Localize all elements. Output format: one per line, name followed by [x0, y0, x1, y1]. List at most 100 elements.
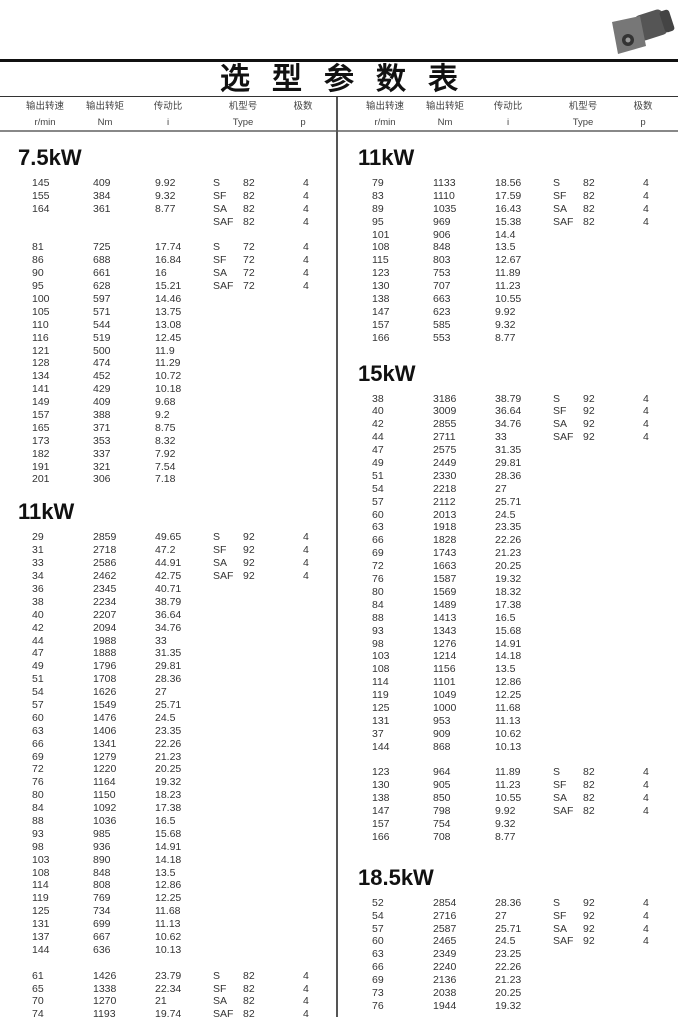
poles-cell: 4 — [303, 982, 309, 995]
speed-cell: 119 — [372, 689, 389, 702]
table-row: 147 798 9.92 SAF 82 4 — [340, 805, 678, 818]
column-header-label: 输出转速 — [25, 101, 64, 112]
speed-cell: 63 — [372, 948, 384, 961]
type-series-cell: S — [553, 177, 561, 189]
speed-cell: 89 — [372, 202, 384, 215]
torque-cell: 1743 — [433, 547, 457, 560]
torque-cell: 2013 — [433, 508, 457, 521]
table-row: 103 890 14.18 — [0, 854, 338, 867]
speed-cell: 131 — [32, 918, 50, 931]
torque-cell: 868 — [433, 740, 451, 753]
power-rating-heading: 7.5kW — [18, 145, 82, 170]
torque-cell: 1049 — [433, 689, 457, 702]
table-row: 29 2859 49.65 S 92 4 — [0, 531, 338, 544]
table-row: 60 2465 24.5 SAF 92 4 — [340, 935, 678, 948]
table-row: 125 1000 11.68 — [340, 702, 678, 715]
speed-cell: 98 — [372, 637, 384, 650]
torque-cell: 707 — [433, 280, 451, 293]
torque-cell: 2234 — [93, 595, 117, 608]
speed-cell: 147 — [372, 805, 390, 818]
table-row: 191 321 7.54 — [0, 461, 338, 474]
column-header-label: 输出转速 — [365, 101, 404, 112]
torque-cell: 321 — [93, 460, 111, 473]
torque-cell: 1156 — [433, 663, 456, 676]
column-header: 传动比 i — [473, 99, 543, 131]
speed-cell: 166 — [372, 830, 390, 843]
torque-cell: 1276 — [433, 637, 457, 650]
poles-cell: 4 — [643, 922, 649, 935]
column-header-unit: p — [640, 117, 646, 128]
ratio-cell: 9.32 — [155, 189, 176, 202]
poles-cell: 4 — [643, 405, 649, 418]
table-row: 108 848 13.5 — [0, 867, 338, 880]
type-series-cell: SAF — [553, 935, 574, 948]
speed-cell: 114 — [372, 676, 389, 689]
ratio-cell: 12.67 — [495, 254, 522, 267]
ratio-cell: 9.92 — [155, 177, 176, 189]
ratio-cell: 11.89 — [495, 267, 521, 280]
speed-cell: 40 — [372, 405, 384, 418]
torque-cell: 2587 — [433, 922, 457, 935]
table-row: 83 1110 17.59 SF 82 4 — [340, 190, 678, 203]
ratio-cell: 15.21 — [155, 280, 182, 293]
ratio-cell: 19.32 — [155, 776, 182, 789]
ratio-cell: 25.71 — [495, 922, 522, 935]
table-row: 74 1193 19.74 SAF 82 4 — [0, 1008, 338, 1021]
type-series-cell: SAF — [213, 570, 234, 583]
table-row: 57 1549 25.71 — [0, 699, 338, 712]
poles-cell: 4 — [643, 896, 649, 909]
speed-cell: 42 — [32, 621, 44, 634]
top-rule — [0, 59, 678, 62]
speed-cell: 80 — [32, 789, 44, 802]
torque-cell: 371 — [93, 421, 111, 434]
torque-cell: 2462 — [93, 570, 117, 583]
poles-cell: 4 — [643, 935, 649, 948]
torque-cell: 1828 — [433, 534, 457, 547]
torque-cell: 661 — [93, 267, 111, 280]
poles-cell: 4 — [643, 909, 649, 922]
poles-cell: 4 — [643, 805, 649, 818]
table-row: 93 1343 15.68 — [340, 625, 678, 638]
poles-cell: 4 — [303, 215, 309, 228]
ratio-cell: 23.79 — [155, 969, 182, 982]
torque-cell: 353 — [93, 434, 111, 447]
type-series-cell: SF — [553, 779, 567, 792]
speed-cell: 201 — [32, 473, 50, 486]
torque-cell: 708 — [433, 830, 451, 843]
type-size-cell: 92 — [243, 557, 255, 570]
torque-cell: 452 — [93, 370, 111, 383]
ratio-cell: 31.35 — [495, 444, 522, 457]
speed-cell: 36 — [32, 582, 44, 595]
speed-cell: 60 — [372, 935, 384, 948]
torque-cell: 585 — [433, 318, 451, 331]
poles-cell: 4 — [303, 177, 309, 189]
type-series-cell: SF — [213, 544, 227, 557]
torque-cell: 848 — [433, 241, 451, 254]
speed-cell: 44 — [372, 431, 384, 444]
torque-cell: 667 — [93, 930, 111, 943]
torque-cell: 1338 — [93, 982, 117, 995]
speed-cell: 34 — [32, 570, 44, 583]
torque-cell: 2711 — [433, 431, 456, 444]
speed-cell: 54 — [372, 909, 384, 922]
torque-cell: 985 — [93, 827, 111, 840]
ratio-cell: 10.62 — [495, 727, 522, 740]
ratio-cell: 34.76 — [495, 418, 522, 431]
speed-cell: 76 — [372, 573, 384, 586]
table-row: 76 1164 19.32 — [0, 776, 338, 789]
torque-cell: 474 — [93, 357, 111, 370]
type-series-cell: SF — [213, 254, 227, 267]
column-header-unit: i — [166, 117, 170, 128]
table-row: 90 661 16 SA 72 4 — [0, 267, 338, 280]
speed-cell: 84 — [32, 802, 44, 815]
speed-cell: 69 — [32, 750, 44, 763]
speed-cell: 51 — [32, 673, 44, 686]
speed-cell: 42 — [372, 418, 384, 431]
ratio-cell: 44.91 — [155, 557, 182, 570]
table-row: 34 2462 42.75 SAF 92 4 — [0, 570, 338, 583]
table-row: 144 636 10.13 — [0, 944, 338, 957]
table-row: 145 409 9.92 S 82 4 — [0, 177, 338, 190]
type-series-cell: S — [213, 969, 221, 982]
type-size-cell: 92 — [583, 896, 595, 909]
torque-cell: 1587 — [433, 573, 457, 586]
